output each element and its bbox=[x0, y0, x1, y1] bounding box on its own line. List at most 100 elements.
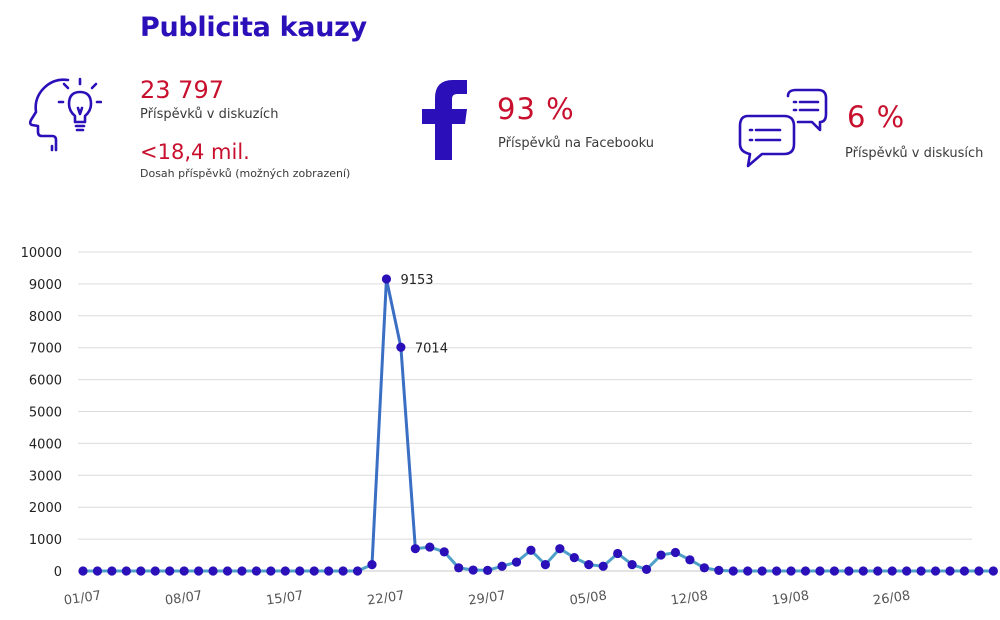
data-point bbox=[410, 544, 420, 554]
data-point bbox=[396, 342, 406, 352]
posts-count: 23 797 bbox=[140, 76, 224, 104]
x-tick-label: 26/08 bbox=[872, 588, 911, 608]
chart-series bbox=[81, 277, 995, 573]
data-point bbox=[627, 560, 637, 570]
data-point bbox=[815, 566, 825, 576]
data-point bbox=[497, 561, 507, 571]
data-point bbox=[324, 566, 334, 576]
data-point bbox=[295, 566, 305, 576]
chart-points bbox=[78, 274, 998, 576]
facebook-icon bbox=[422, 80, 467, 160]
x-tick-label: 01/07 bbox=[63, 588, 102, 608]
data-point bbox=[338, 566, 348, 576]
data-point bbox=[786, 566, 796, 576]
data-point bbox=[873, 566, 883, 576]
data-point bbox=[930, 566, 941, 576]
x-tick-label: 15/07 bbox=[265, 588, 304, 608]
data-point bbox=[280, 566, 290, 576]
chat-bubbles-icon bbox=[738, 88, 828, 168]
chart-data-labels: 9153 7014 bbox=[400, 273, 448, 356]
data-point bbox=[121, 566, 131, 576]
data-point bbox=[598, 561, 608, 571]
data-point bbox=[656, 550, 666, 560]
data-point bbox=[988, 566, 998, 576]
series-segment bbox=[384, 277, 403, 349]
y-tick-label: 8000 bbox=[29, 310, 62, 325]
data-point bbox=[526, 545, 536, 555]
data-point bbox=[266, 566, 276, 576]
data-point bbox=[685, 555, 695, 565]
y-tick-label: 0 bbox=[54, 565, 62, 580]
data-point bbox=[107, 566, 117, 576]
data-point bbox=[92, 566, 103, 576]
data-point bbox=[916, 566, 926, 576]
line-chart: 0 1000 2000 3000 4000 5000 6000 7000 8000 9000 100… bbox=[21, 246, 998, 609]
discussion-label: Příspěvků v diskusích bbox=[845, 146, 984, 161]
discussion-pct: 6 % bbox=[847, 100, 906, 134]
data-point bbox=[208, 566, 218, 576]
y-tick-label: 1000 bbox=[29, 533, 62, 548]
data-point bbox=[641, 564, 652, 575]
x-tick-label: 19/08 bbox=[771, 588, 810, 608]
reach-value: <18,4 mil. bbox=[140, 140, 250, 164]
data-point bbox=[78, 566, 88, 576]
facebook-pct: 93 % bbox=[497, 92, 575, 126]
data-point bbox=[179, 566, 189, 576]
data-point bbox=[743, 566, 753, 576]
page-title: Publicita kauzy bbox=[140, 12, 367, 43]
data-point bbox=[454, 563, 464, 573]
series-segment bbox=[399, 345, 417, 551]
data-label: 9153 bbox=[400, 273, 433, 288]
data-point bbox=[800, 566, 811, 576]
series-segment bbox=[370, 277, 388, 567]
data-point bbox=[714, 565, 724, 575]
data-point bbox=[367, 560, 377, 570]
data-point bbox=[251, 566, 261, 576]
data-point bbox=[136, 566, 146, 576]
data-point bbox=[439, 547, 449, 557]
data-point bbox=[150, 566, 160, 576]
x-tick-label: 12/08 bbox=[670, 588, 709, 608]
data-point bbox=[222, 566, 233, 576]
x-axis-ticks: 01/07 08/07 15/07 22/07 29/07 05/08 12/08 19/08… bbox=[63, 588, 911, 608]
data-point bbox=[728, 566, 738, 576]
x-tick-label: 29/07 bbox=[468, 588, 507, 608]
data-point bbox=[381, 274, 392, 284]
data-point bbox=[555, 544, 565, 554]
data-point bbox=[309, 566, 319, 576]
head-lightbulb-icon bbox=[28, 77, 102, 152]
data-point bbox=[468, 565, 478, 575]
data-point bbox=[858, 566, 868, 576]
data-point bbox=[165, 566, 175, 576]
data-point bbox=[902, 566, 912, 576]
chart-grid bbox=[78, 251, 972, 572]
x-tick-label: 05/08 bbox=[569, 588, 608, 608]
reach-label: Dosah příspěvků (možných zobrazení) bbox=[140, 167, 351, 180]
posts-label: Příspěvků v diskuzích bbox=[140, 107, 279, 122]
data-point bbox=[194, 566, 204, 576]
data-point bbox=[511, 557, 522, 567]
facebook-label: Příspěvků na Facebooku bbox=[498, 136, 655, 151]
y-axis-ticks: 0 1000 2000 3000 4000 5000 6000 7000 8000 9000 100… bbox=[21, 246, 62, 580]
data-point bbox=[945, 566, 955, 576]
data-point bbox=[974, 566, 984, 576]
data-point bbox=[613, 548, 623, 559]
data-point bbox=[540, 560, 551, 570]
data-point bbox=[352, 566, 363, 576]
y-tick-label: 9000 bbox=[29, 278, 62, 293]
y-tick-label: 5000 bbox=[29, 406, 62, 421]
data-point bbox=[237, 566, 247, 576]
x-tick-label: 08/07 bbox=[164, 588, 203, 608]
y-tick-label: 6000 bbox=[29, 374, 62, 389]
y-tick-label: 4000 bbox=[29, 437, 62, 452]
data-label: 7014 bbox=[415, 341, 448, 356]
data-point bbox=[699, 563, 709, 573]
data-point bbox=[829, 566, 840, 576]
data-point bbox=[959, 566, 970, 576]
x-tick-label: 22/07 bbox=[366, 588, 405, 608]
data-point bbox=[887, 566, 897, 576]
data-point bbox=[569, 553, 579, 563]
y-tick-label: 7000 bbox=[29, 342, 62, 357]
data-point bbox=[772, 566, 782, 576]
y-tick-label: 2000 bbox=[29, 501, 62, 516]
